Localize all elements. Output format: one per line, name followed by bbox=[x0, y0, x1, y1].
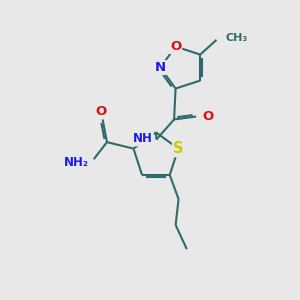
Text: O: O bbox=[170, 40, 181, 53]
Text: N: N bbox=[155, 61, 166, 74]
Text: NH: NH bbox=[133, 132, 153, 146]
Text: S: S bbox=[173, 141, 184, 156]
Text: NH₂: NH₂ bbox=[63, 156, 88, 169]
Text: O: O bbox=[95, 105, 107, 118]
Text: O: O bbox=[203, 110, 214, 123]
Text: CH₃: CH₃ bbox=[225, 33, 248, 43]
